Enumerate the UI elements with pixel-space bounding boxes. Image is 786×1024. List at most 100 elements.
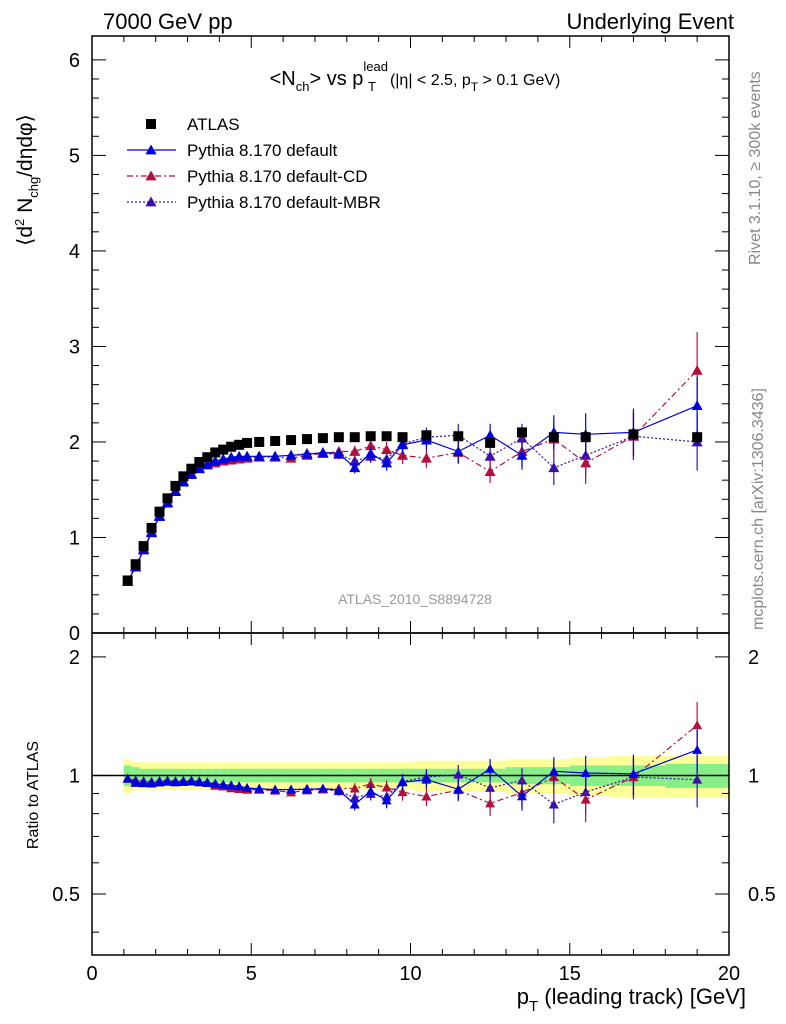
point-pythia-8-170-default (285, 449, 297, 460)
ratio-point-pythia-8-170-default (453, 784, 464, 794)
legend-entry: Pythia 8.170 default (127, 141, 338, 160)
point-pythia-8-170-default-cd (397, 449, 409, 460)
y-tick-label: 2 (69, 432, 80, 454)
point-pythia-8-170-default (253, 450, 265, 461)
ratio-ylabel: Ratio to ATLAS (25, 741, 42, 849)
point-pythia-8-170-default (169, 486, 181, 497)
ratio-point-pythia-8-170-default-mbr (453, 769, 464, 779)
ratio-point-pythia-8-170-default (516, 791, 527, 801)
point-atlas (365, 431, 376, 442)
point-pythia-8-170-default-cd (420, 452, 432, 463)
point-pythia-8-170-default (333, 447, 345, 458)
rivet-label: Rivet 3.1.10, ≥ 300k events (747, 71, 764, 265)
ratio-point-pythia-8-170-default-cd (365, 778, 376, 788)
legend-marker (145, 196, 157, 207)
point-atlas (692, 432, 703, 443)
legend-label: ATLAS (187, 115, 240, 134)
x-tick-label: 10 (399, 963, 421, 985)
point-atlas (333, 432, 344, 443)
legend-marker (145, 170, 157, 181)
ratio-point-pythia-8-170-default (186, 776, 197, 786)
point-atlas (210, 447, 221, 458)
legend-marker (146, 119, 156, 129)
point-pythia-8-170-default-cd (691, 364, 703, 375)
ratio-point-pythia-8-170-default-cd (485, 798, 496, 808)
point-atlas (453, 431, 464, 442)
ratio-point-pythia-8-170-default-cd (397, 787, 408, 797)
y-tick-label: 1 (69, 527, 80, 549)
point-atlas (381, 431, 392, 442)
ratio-point-pythia-8-170-default (485, 763, 496, 773)
point-pythia-8-170-default (452, 446, 464, 456)
plot-title: <Nch> vs plead T (|η| < 2.5, pT > 0.1 GeV) (270, 59, 561, 94)
ratio-point-pythia-8-170-default (270, 784, 281, 794)
point-atlas (421, 430, 432, 441)
header-right: Underlying Event (566, 9, 734, 34)
ratio-point-pythia-8-170-default-mbr (485, 782, 496, 792)
point-pythia-8-170-default (365, 447, 377, 458)
y-tick-label: 3 (69, 336, 80, 358)
ratio-y-tick-label: 0.5 (52, 884, 80, 906)
main-panel: 0 1 2 3 4 5 6 (69, 35, 730, 955)
point-pythia-8-170-default (201, 459, 213, 470)
point-atlas (286, 435, 297, 446)
ratio-frame (91, 632, 730, 956)
point-pythia-8-170-default (193, 463, 205, 474)
ratio-point-pythia-8-170-default (194, 777, 205, 787)
ratio-point-pythia-8-170-default (254, 783, 265, 793)
ratio-y-tick-label-right: 1 (748, 765, 759, 787)
ratio-point-pythia-8-170-default (218, 779, 229, 789)
ratio-point-pythia-8-170-default (286, 784, 297, 794)
ratio-point-pythia-8-170-default (301, 784, 312, 794)
ratio-point-pythia-8-170-default-mbr (692, 774, 703, 784)
point-atlas (548, 432, 559, 443)
ratio-panel: 0 5 10 15 20 0.5 0.5 1 1 2 2 (52, 632, 776, 985)
ratio-point-pythia-8-170-default-cd (421, 791, 432, 801)
ratio-point-pythia-8-170-default (548, 766, 559, 776)
ratio-point-pythia-8-170-default (317, 783, 328, 793)
legend-entry: Pythia 8.170 default-CD (127, 167, 368, 186)
x-tick-label: 20 (718, 963, 740, 985)
xlabel: pT (leading track) [GeV] (517, 984, 746, 1015)
ratio-point-pythia-8-170-default (170, 777, 181, 787)
ratio-point-pythia-8-170-default (210, 778, 221, 788)
x-tick-label: 15 (559, 963, 581, 985)
point-pythia-8-170-default-cd (381, 444, 393, 455)
ratio-point-pythia-8-170-default (365, 786, 376, 796)
point-atlas (516, 427, 527, 438)
ratio-point-pythia-8-170-default (130, 777, 141, 787)
header-left: 7000 GeV pp (103, 9, 233, 34)
y-tick-label: 5 (69, 145, 80, 167)
point-atlas (170, 480, 181, 491)
ratio-y-tick-label-right: 2 (748, 647, 759, 669)
point-pythia-8-170-default-mbr (548, 462, 560, 473)
legend-label: Pythia 8.170 default-CD (187, 167, 368, 186)
point-atlas (202, 452, 213, 463)
point-pythia-8-170-default (241, 450, 253, 461)
ratio-y-tick-label-right: 0.5 (748, 884, 776, 906)
ratio-y-tick-label: 2 (69, 647, 80, 669)
point-atlas (349, 432, 360, 443)
ratio-point-pythia-8-170-default-mbr (349, 792, 360, 802)
ratio-point-pythia-8-170-default (381, 795, 392, 805)
point-atlas (226, 441, 237, 452)
point-pythia-8-170-default (381, 457, 393, 468)
ratio-line-pythia-8-170-default (127, 749, 698, 806)
point-atlas (130, 559, 141, 570)
ratio-point-pythia-8-170-default (226, 780, 237, 790)
point-atlas (242, 437, 253, 448)
point-atlas (138, 541, 149, 552)
point-pythia-8-170-default-cd (580, 457, 592, 468)
point-atlas (154, 506, 165, 517)
point-pythia-8-170-default-cd (484, 466, 496, 476)
ratio-point-pythia-8-170-default-cd (381, 782, 392, 792)
point-atlas (146, 522, 157, 533)
legend-label: Pythia 8.170 default-MBR (187, 193, 381, 212)
ratio-point-pythia-8-170-default-cd (580, 794, 591, 804)
legend-entry: Pythia 8.170 default-MBR (127, 193, 381, 212)
ratio-point-pythia-8-170-default (349, 799, 360, 809)
point-atlas (397, 432, 408, 443)
ratio-point-pythia-8-170-default (146, 778, 157, 788)
ratio-point-pythia-8-170-default (692, 744, 703, 754)
point-pythia-8-170-default (217, 453, 229, 464)
